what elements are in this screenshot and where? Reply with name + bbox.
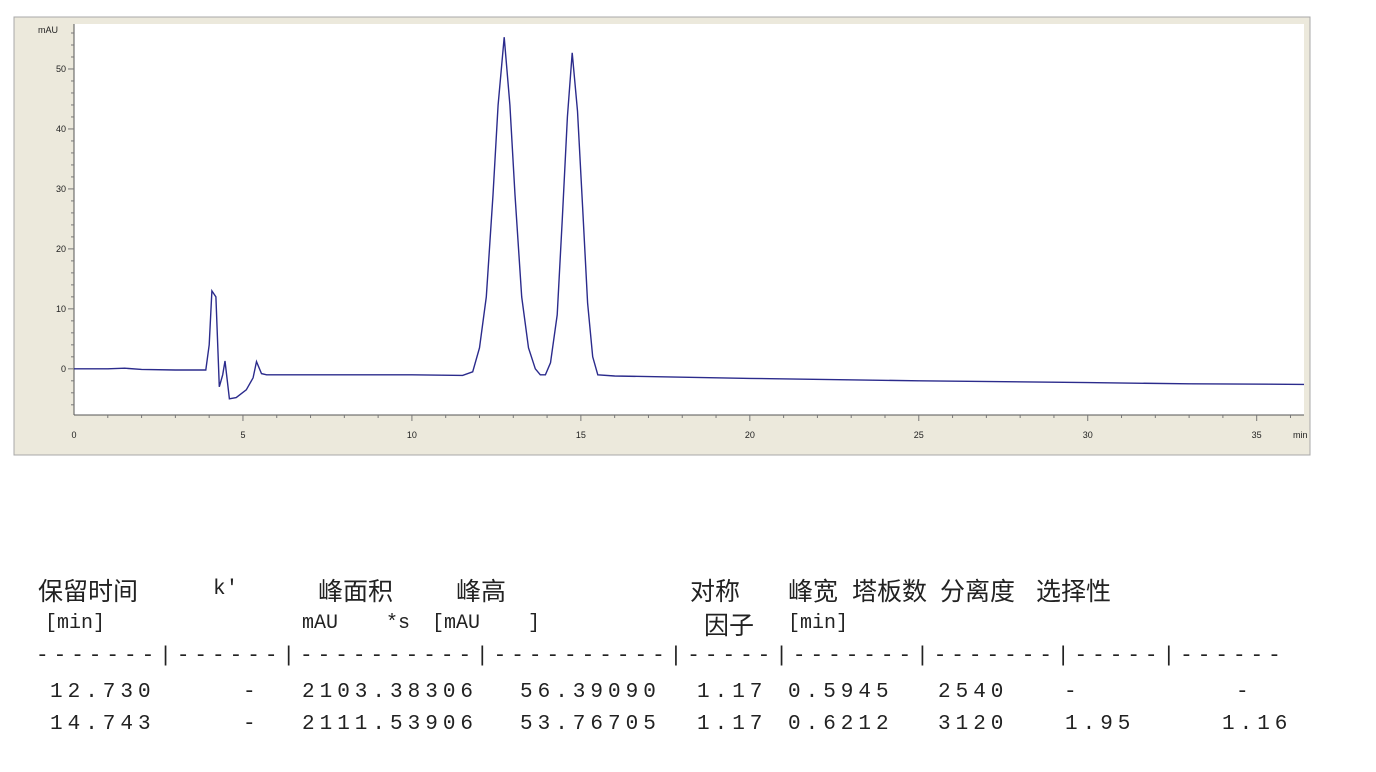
x-tick-label: 35 [1252,430,1262,440]
x-tick-label: 25 [914,430,924,440]
y-tick-label: 10 [56,304,66,314]
cell-symmetry: 1.17 [697,713,768,736]
header-retention-time: 保留时间 [38,577,139,606]
cell-retention-time: 14.743 [50,713,156,736]
y-tick-label: 50 [56,64,66,74]
chromatogram-trace [74,37,1305,400]
cell-symmetry: 1.17 [697,681,768,704]
unit-height: [mAU ] [432,612,541,635]
cell-height: 53.76705 [520,713,661,736]
cell-plates: 3120 [938,713,1009,736]
cell-selectivity: 1.16 [1222,713,1293,736]
cell-k: - [243,713,261,736]
header-symmetry: 对称 [690,577,741,606]
header-width: 峰宽 [788,577,839,606]
cell-resolution: - [1064,681,1082,704]
cell-width: 0.6212 [788,713,894,736]
cell-resolution: 1.95 [1065,713,1136,736]
header-plates: 塔板数 [852,577,928,606]
x-tick-label: 10 [407,430,417,440]
x-tick-label: 0 [71,430,76,440]
x-tick-label: 20 [745,430,755,440]
unit-retention-time: [min] [45,612,106,635]
chromatogram-chart: 0 10 20 30 40 50 0 5 10 15 20 25 30 35 mAU min [13,16,1311,456]
header-k: k' [213,578,239,601]
cell-retention-time: 12.730 [50,681,156,704]
cell-height: 56.39090 [520,681,661,704]
x-axis-label: min [1293,430,1308,440]
cell-selectivity: - [1236,681,1254,704]
header-selectivity: 选择性 [1036,577,1112,606]
header-resolution: 分离度 [940,577,1016,606]
unit-width: [min] [788,612,849,635]
table-separator: -------|------|----------|----------|---… [36,645,1286,668]
x-tick-label: 15 [576,430,586,440]
y-tick-label: 30 [56,184,66,194]
plot-area [74,24,1304,415]
header-area: 峰面积 [318,577,394,606]
x-tick-label: 5 [240,430,245,440]
y-tick-label: 40 [56,124,66,134]
header-height: 峰高 [456,577,507,606]
y-tick-label: 0 [61,364,66,374]
y-tick-label: 20 [56,244,66,254]
cell-area: 2111.53906 [302,713,479,736]
y-axis-label: mAU [38,25,58,35]
unit-area: mAU *s [302,612,411,635]
unit-symmetry: 因子 [704,611,755,640]
cell-area: 2103.38306 [302,681,479,704]
cell-plates: 2540 [938,681,1009,704]
x-tick-label: 30 [1083,430,1093,440]
cell-width: 0.5945 [788,681,894,704]
cell-k: - [243,681,261,704]
